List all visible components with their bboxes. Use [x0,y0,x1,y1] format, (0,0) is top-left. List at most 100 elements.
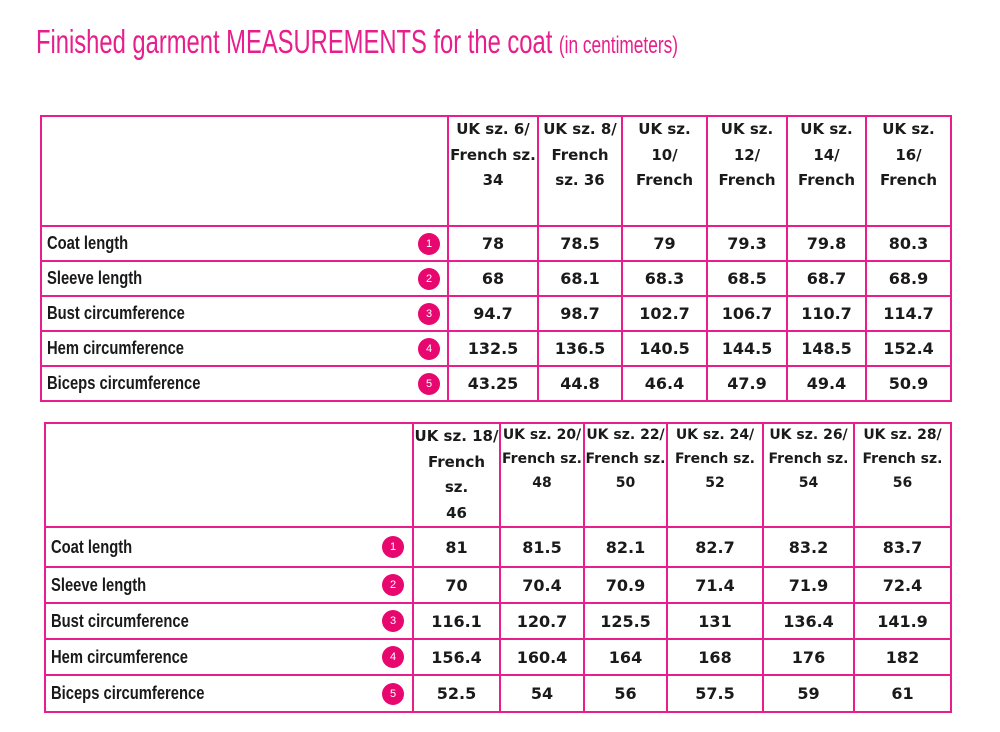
size-header: UK sz. 24/French sz. 52 [666,422,764,528]
value-cell: 116.1 [412,602,501,640]
measurements-table-1: UK sz. 6/French sz. 34 UK sz. 8/French sz.… [40,115,952,402]
row-label-text: Hem circumference [47,338,185,358]
size-header-line: UK sz. [638,120,691,138]
value-cell: 106.7 [706,295,788,332]
value-cell: 140.5 [621,330,708,367]
value-cell: 94.7 [447,295,539,332]
size-header-line: French [718,171,776,189]
size-header-line: French sz. [502,450,582,467]
value-cell: 68.3 [621,260,708,297]
value-cell: 132.5 [447,330,539,367]
page-title: Finished garment MEASUREMENTS for the co… [36,23,678,60]
header-corner [40,115,449,227]
size-header-line: UK sz. 20/ [502,427,582,443]
value-cell: 71.4 [666,566,764,604]
number-badge: 3 [382,610,404,632]
number-badge: 4 [418,337,440,360]
row-label: Hem circumference 4 [44,638,414,676]
size-header: UK sz. 18/French sz. 46 [412,422,501,528]
value-cell: 82.7 [666,526,764,568]
size-header: UK sz. 16/French [865,115,952,227]
table-row: Bust circumference 3 116.1 120.7 125.5 13… [44,602,952,640]
row-label: Coat length 1 [44,526,414,568]
size-header-line: French [635,171,694,189]
value-cell: 59 [762,674,855,713]
number-badge: 5 [382,682,404,705]
value-cell: 78 [447,225,539,262]
size-header: UK sz. 10/French [621,115,708,227]
size-header-line: French sz. [675,450,755,467]
size-header-line: 52 [705,474,725,491]
size-header-line: French sz. [427,452,486,497]
size-header: UK sz. 12/French [706,115,788,227]
header-row: UK sz. 6/French sz. 34 UK sz. 8/French sz.… [40,115,952,227]
row-label: Biceps circumference 5 [44,674,414,713]
row-label-text: Bust circumference [47,303,185,323]
size-header: UK sz. 6/French sz. 34 [447,115,539,227]
number-badge: 4 [382,646,404,668]
size-header-line: UK sz. [882,120,935,138]
table-row: Coat length 1 78 78.5 79 79.3 79.8 80.3 [40,225,952,262]
size-header-line: 16/ [895,145,922,164]
value-cell: 168 [666,638,764,676]
value-cell: 164 [583,638,668,676]
value-cell: 56 [583,674,668,713]
value-cell: 82.1 [583,526,668,568]
value-cell: 68 [447,260,539,297]
size-header-line: 46 [446,503,467,522]
size-header-line: French sz. [450,145,536,164]
size-header-line: French sz. [585,450,666,467]
value-cell: 125.5 [583,602,668,640]
table-row: Coat length 1 81 81.5 82.1 82.7 83.2 83.7 [44,526,952,568]
header-row: UK sz. 18/French sz. 46 UK sz. 20/French … [44,422,952,528]
number-badge: 5 [418,372,440,395]
value-cell: 46.4 [621,365,708,402]
value-cell: 68.5 [706,260,788,297]
value-cell: 49.4 [786,365,867,402]
value-cell: 83.7 [853,526,952,568]
size-header-line: 50 [615,474,636,491]
value-cell: 131 [666,602,764,640]
value-cell: 114.7 [865,295,952,332]
row-label: Bust circumference 3 [44,602,414,640]
value-cell: 102.7 [621,295,708,332]
size-header: UK sz. 14/French [786,115,867,227]
value-cell: 78.5 [537,225,623,262]
value-cell: 136.5 [537,330,623,367]
value-cell: 44.8 [537,365,623,402]
row-label-text: Biceps circumference [51,683,205,703]
value-cell: 50.9 [865,365,952,402]
value-cell: 176 [762,638,855,676]
value-cell: 72.4 [853,566,952,604]
value-cell: 68.9 [865,260,952,297]
size-header-line: UK sz. [720,120,774,138]
row-label-text: Sleeve length [47,268,143,288]
value-cell: 47.9 [706,365,788,402]
value-cell: 68.1 [537,260,623,297]
table-row: Hem circumference 4 156.4 160.4 164 168 1… [44,638,952,676]
row-label-text: Sleeve length [51,574,147,595]
size-header-line: 12/ [733,145,761,164]
value-cell: 148.5 [786,330,867,367]
size-header-line: UK sz. 24/ [675,427,755,443]
table-row: Bust circumference 3 94.7 98.7 102.7 106.… [40,295,952,332]
value-cell: 70.9 [583,566,668,604]
value-cell: 80.3 [865,225,952,262]
size-header-line: 56 [892,474,913,491]
value-cell: 70 [412,566,501,604]
size-header: UK sz. 8/French sz. 36 [537,115,623,227]
value-cell: 81.5 [499,526,585,568]
row-label-text: Hem circumference [51,646,189,667]
value-cell: 156.4 [412,638,501,676]
value-cell: 43.25 [447,365,539,402]
title-main: Finished garment MEASUREMENTS for the co… [36,23,553,60]
row-label: Hem circumference 4 [40,330,449,367]
size-header-line: 54 [798,474,819,491]
value-cell: 141.9 [853,602,952,640]
row-label-text: Coat length [51,536,133,557]
row-label: Bust circumference 3 [40,295,449,332]
size-header-line: 48 [532,474,552,491]
value-cell: 160.4 [499,638,585,676]
value-cell: 98.7 [537,295,623,332]
size-header-line: UK sz. 22/ [586,427,665,443]
